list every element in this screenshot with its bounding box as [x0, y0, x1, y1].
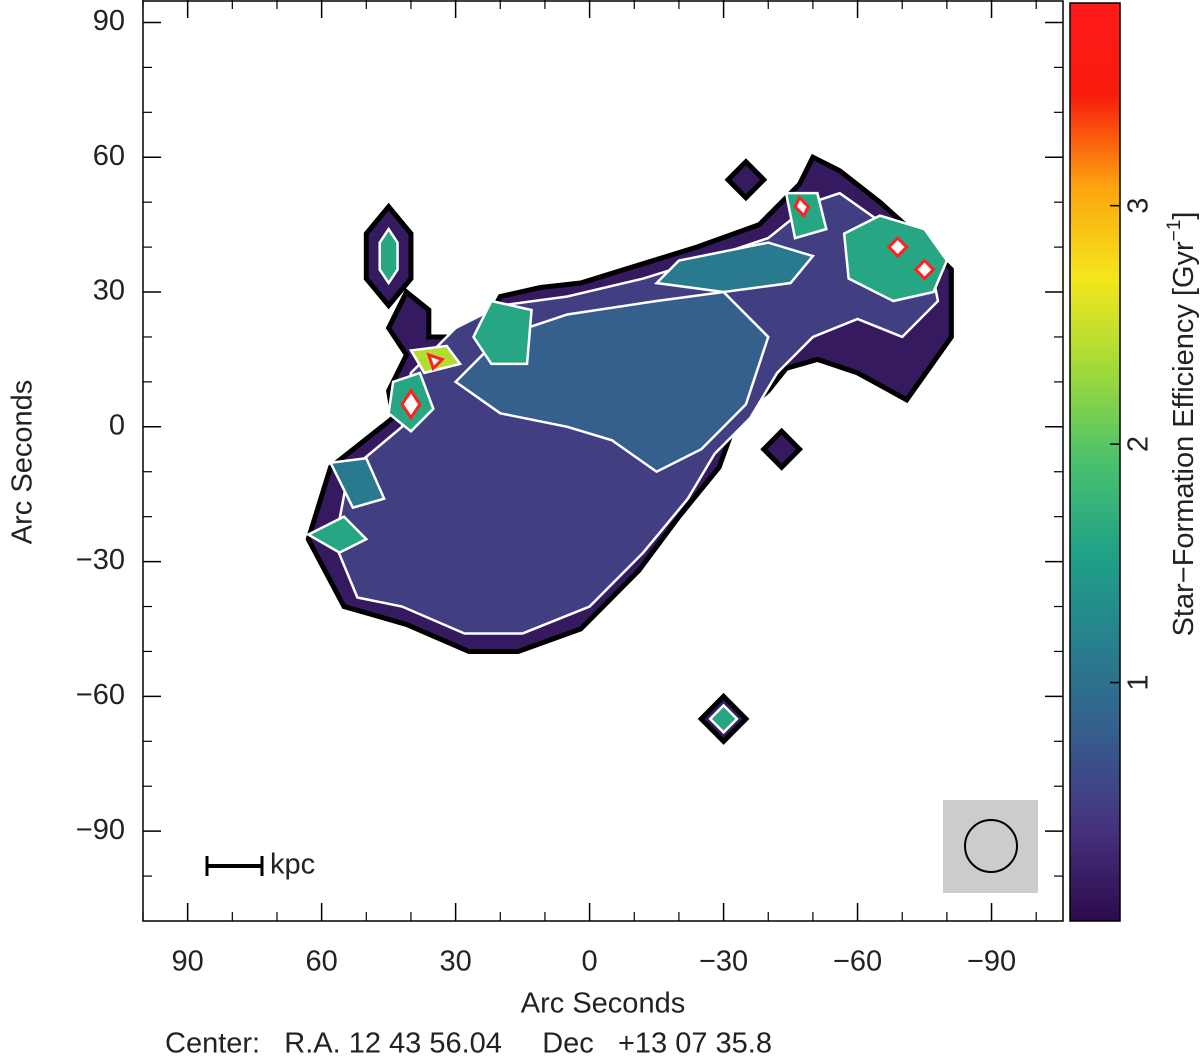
x-tick-label: −90: [967, 946, 1016, 978]
beam: [964, 819, 1018, 873]
scale-bar-label: kpc: [270, 849, 315, 881]
contour-line: [400, 388, 422, 421]
contour-region: [760, 427, 804, 471]
contour-line: [793, 195, 811, 219]
contour-line: [426, 352, 445, 372]
contour-line: [886, 235, 909, 259]
x-tick-label: 30: [439, 946, 471, 978]
colorbar-tick-label: 1: [1123, 674, 1155, 690]
colorbar-label-sup: −1: [1164, 220, 1185, 242]
y-tick-label: 0: [109, 409, 125, 441]
x-tick-label: 90: [172, 946, 204, 978]
x-tick-label: −30: [699, 946, 748, 978]
contour-region: [842, 214, 949, 303]
y-tick-label: 60: [93, 140, 125, 172]
colorbar-label-end: ]: [1168, 212, 1200, 220]
x-axis-label: Arc Seconds: [521, 988, 685, 1020]
y-tick-label: −60: [76, 679, 125, 711]
colorbar-tick-label: 2: [1123, 436, 1155, 452]
x-tick-label: −60: [833, 946, 882, 978]
x-tick-label: 60: [306, 946, 338, 978]
y-axis-label: Arc Seconds: [7, 380, 39, 544]
contour-region: [708, 703, 739, 735]
contour-region: [472, 299, 533, 366]
contour-region: [653, 241, 816, 294]
contour-region: [724, 158, 768, 202]
contour-line: [913, 258, 936, 281]
y-tick-label: −30: [76, 544, 125, 576]
contour-region: [328, 456, 386, 510]
contour-region: [378, 226, 399, 286]
annotation: Center: R.A. 12 43 56.04 Dec +13 07 35.8: [165, 1028, 772, 1059]
contour-region: [305, 515, 369, 555]
beam-box: [943, 800, 1038, 893]
colorbar-label: Star−Formation Efficiency [Gyr−1]: [1164, 212, 1200, 637]
colorbar-tick-label: 3: [1123, 198, 1155, 214]
colorbar: [1069, 2, 1121, 922]
plot-frame: [142, 0, 1064, 922]
colorbar-label-text: Star−Formation Efficiency [Gyr: [1168, 241, 1200, 636]
x-tick-label: 0: [582, 946, 598, 978]
y-tick-label: −90: [76, 814, 125, 846]
contour-region: [453, 290, 770, 474]
y-tick-label: 30: [93, 275, 125, 307]
y-tick-label: 90: [93, 5, 125, 37]
